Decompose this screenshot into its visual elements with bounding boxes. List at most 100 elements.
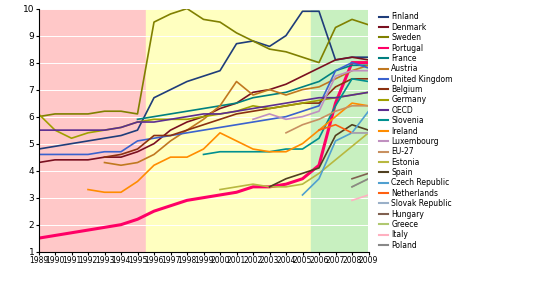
United Kingdom bbox=[68, 153, 75, 156]
Bar bbox=[39, 9, 146, 252]
Slovenia bbox=[233, 150, 240, 154]
Luxembourg bbox=[266, 112, 273, 116]
United Kingdom bbox=[365, 66, 372, 70]
Estonia bbox=[250, 182, 256, 186]
Germany bbox=[68, 136, 75, 140]
OECD bbox=[283, 102, 289, 105]
OECD bbox=[217, 112, 223, 116]
Belgium bbox=[200, 123, 207, 126]
OECD bbox=[233, 110, 240, 113]
Finland bbox=[217, 69, 223, 72]
United Kingdom bbox=[266, 118, 273, 121]
Ireland bbox=[250, 147, 256, 151]
Slovak Republic bbox=[365, 131, 372, 134]
United Kingdom bbox=[35, 153, 42, 156]
Denmark bbox=[167, 128, 174, 132]
OECD bbox=[316, 96, 322, 100]
Portugal bbox=[349, 61, 355, 64]
Finland bbox=[349, 55, 355, 59]
Czech Republic bbox=[365, 110, 372, 113]
Slovenia bbox=[266, 150, 273, 154]
Finland bbox=[233, 42, 240, 45]
Line: Slovenia: Slovenia bbox=[204, 79, 368, 154]
Greece bbox=[349, 185, 355, 188]
Germany bbox=[349, 93, 355, 97]
Germany bbox=[85, 131, 91, 134]
Luxembourg bbox=[365, 69, 372, 72]
Spain bbox=[332, 134, 339, 137]
Germany bbox=[283, 104, 289, 108]
United Kingdom bbox=[134, 139, 141, 143]
Denmark bbox=[217, 107, 223, 110]
Germany bbox=[118, 126, 124, 129]
United Kingdom bbox=[85, 153, 91, 156]
Ireland bbox=[101, 190, 108, 194]
Finland bbox=[365, 55, 372, 59]
Portugal bbox=[283, 182, 289, 186]
Line: Germany: Germany bbox=[39, 92, 369, 138]
Belgium bbox=[167, 134, 174, 137]
Denmark bbox=[316, 66, 322, 70]
Line: Belgium: Belgium bbox=[104, 79, 368, 157]
United Kingdom bbox=[250, 120, 256, 124]
Spain bbox=[365, 128, 372, 132]
Spain bbox=[349, 123, 355, 126]
Sweden bbox=[266, 47, 273, 51]
Slovenia bbox=[349, 77, 355, 81]
Austria bbox=[299, 88, 306, 91]
Denmark bbox=[365, 58, 372, 61]
Belgium bbox=[184, 128, 190, 132]
United Kingdom bbox=[118, 150, 124, 154]
United Kingdom bbox=[101, 150, 108, 154]
OECD bbox=[68, 128, 75, 132]
Germany bbox=[134, 120, 141, 124]
Belgium bbox=[283, 104, 289, 108]
France bbox=[299, 85, 306, 89]
Finland bbox=[200, 74, 207, 78]
Sweden bbox=[184, 7, 190, 10]
Belgium bbox=[349, 77, 355, 81]
Belgium bbox=[266, 107, 273, 110]
Line: Ireland: Ireland bbox=[88, 103, 368, 192]
Luxembourg bbox=[316, 110, 322, 113]
Denmark bbox=[184, 120, 190, 124]
Luxembourg bbox=[250, 118, 256, 121]
Austria bbox=[316, 85, 322, 89]
Sweden bbox=[217, 20, 223, 24]
EU-27 bbox=[332, 110, 339, 113]
Slovenia bbox=[299, 147, 306, 151]
Austria bbox=[365, 63, 372, 67]
OECD bbox=[349, 93, 355, 97]
OECD bbox=[200, 112, 207, 116]
Line: Denmark: Denmark bbox=[39, 57, 369, 162]
Finland bbox=[250, 39, 256, 43]
Portugal bbox=[200, 196, 207, 199]
Austria bbox=[233, 80, 240, 83]
Denmark bbox=[349, 55, 355, 59]
Estonia bbox=[349, 145, 355, 148]
Denmark bbox=[151, 142, 157, 145]
Slovenia bbox=[250, 150, 256, 154]
Portugal bbox=[134, 218, 141, 221]
Austria bbox=[250, 93, 256, 97]
Germany bbox=[266, 107, 273, 110]
Line: EU-27: EU-27 bbox=[286, 106, 368, 133]
Sweden bbox=[101, 110, 108, 113]
Portugal bbox=[217, 193, 223, 197]
France bbox=[365, 63, 372, 67]
Spain bbox=[283, 177, 289, 180]
Germany bbox=[151, 118, 157, 121]
Belgium bbox=[217, 118, 223, 121]
Denmark bbox=[68, 158, 75, 162]
France bbox=[184, 110, 190, 113]
United Kingdom bbox=[316, 104, 322, 108]
Germany bbox=[250, 104, 256, 108]
OECD bbox=[134, 120, 141, 124]
France bbox=[283, 91, 289, 94]
Sweden bbox=[365, 23, 372, 27]
United Kingdom bbox=[167, 134, 174, 137]
Portugal bbox=[332, 102, 339, 105]
Austria bbox=[101, 161, 108, 164]
Italy bbox=[349, 199, 355, 202]
OECD bbox=[332, 96, 339, 100]
